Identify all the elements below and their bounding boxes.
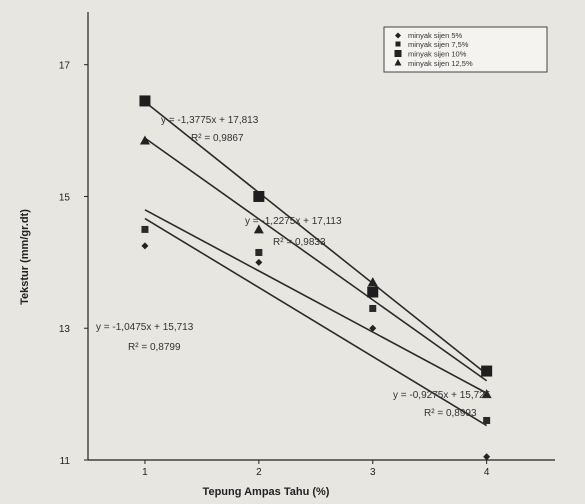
point-s4-3 <box>367 277 378 287</box>
data-points <box>139 95 493 461</box>
annotation-eq-1: y = -1,3775x + 17,813 <box>161 115 259 126</box>
trendline-4 <box>144 137 488 382</box>
legend-marker-small-square-icon <box>395 41 401 47</box>
point-s2-3 <box>369 304 377 312</box>
y-tick-label-1: 11 <box>60 456 71 467</box>
trendline-1 <box>144 217 488 427</box>
point-s3-3 <box>367 286 379 298</box>
point-s1-2 <box>255 258 263 266</box>
point-s2-2 <box>255 248 263 256</box>
legend-label-1: minyak sijen 5% <box>408 31 463 40</box>
point-s4-2 <box>253 224 264 234</box>
x-tick-label-1: 1 <box>142 467 148 478</box>
point-s4-4 <box>481 389 492 399</box>
legend-marker-diamond-icon <box>395 32 401 39</box>
point-s1-3 <box>369 324 377 332</box>
legend-marker-triangle-icon <box>394 59 402 66</box>
point-s1-4 <box>483 453 491 461</box>
legend-label-2: minyak sijen 7,5% <box>408 40 469 49</box>
point-s2-4 <box>483 416 491 424</box>
annotation-r2-2: R² = 0,9833 <box>273 237 326 248</box>
point-s2-1 <box>141 225 149 233</box>
legend: minyak sijen 5% minyak sijen 7,5% minyak… <box>383 26 548 73</box>
x-tick-label-4: 4 <box>484 467 490 478</box>
legend-label-4: minyak sijen 12,5% <box>408 59 473 68</box>
point-s3-1 <box>139 95 151 107</box>
x-tick-label-2: 2 <box>256 467 262 478</box>
annotation-eq-4: y = -0,9275x + 15,725 <box>393 390 491 401</box>
y-tick-label-3: 15 <box>59 192 71 203</box>
point-s3-4 <box>481 365 493 377</box>
point-s3-2 <box>253 190 265 202</box>
x-tick-label-3: 3 <box>370 467 376 478</box>
annotation-r2-4: R² = 0,8993 <box>424 408 477 419</box>
point-s4-1 <box>139 135 150 145</box>
trendline-2 <box>144 209 488 394</box>
y-axis-title: Tekstur (mm/gr.dt) <box>19 209 31 305</box>
y-tick-label-4: 17 <box>59 61 71 72</box>
axes: 1 2 3 4 11 13 15 17 <box>59 12 555 478</box>
annotation-eq-2: y = -1,2275x + 17,113 <box>245 216 342 227</box>
trendline-3 <box>144 101 488 375</box>
annotation-r2-1: R² = 0,9867 <box>191 133 244 144</box>
x-axis-title: Tepung Ampas Tahu (%) <box>203 486 330 498</box>
legend-label-3: minyak sijen 10% <box>408 50 467 59</box>
y-tick-label-2: 13 <box>59 324 71 335</box>
annotation-eq-3: y = -1,0475x + 15,713 <box>96 322 194 333</box>
legend-marker-square-icon <box>394 50 402 57</box>
point-s1-1 <box>141 242 149 250</box>
legend-box <box>383 26 548 73</box>
trendlines <box>144 101 488 427</box>
annotation-r2-3: R² = 0,8799 <box>128 342 181 353</box>
